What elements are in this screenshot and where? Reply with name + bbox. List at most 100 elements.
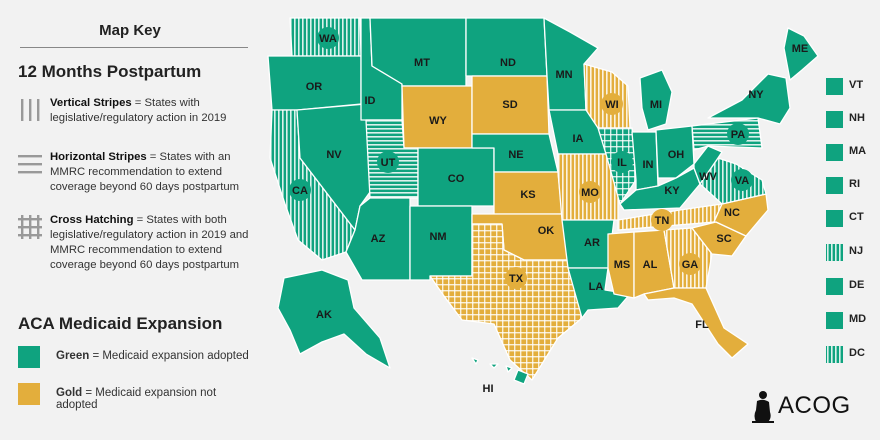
state-label-badge: [679, 253, 701, 275]
state-label-va: VA: [735, 175, 750, 187]
state-label-ut: UT: [381, 157, 396, 169]
key-item-cross: Cross Hatching = States with both legisl…: [18, 213, 258, 283]
state-label-in: IN: [643, 159, 654, 171]
small-state-label: MD: [849, 313, 867, 325]
gold-swatch: [18, 383, 40, 405]
state-label-badge: [289, 179, 311, 201]
state-tx-pattern: [430, 224, 582, 380]
small-state-box: [826, 346, 843, 363]
state-label-nd: ND: [500, 57, 516, 69]
small-state-box: [826, 244, 843, 261]
postpartum-heading: 12 Months Postpartum: [18, 62, 202, 81]
state-label-ky: KY: [664, 185, 680, 197]
state-label-mn: MN: [555, 69, 572, 81]
state-label-badge: [377, 151, 399, 173]
small-state-box: [826, 144, 843, 161]
state-la: [567, 267, 631, 319]
small-state-label: NJ: [849, 245, 864, 257]
small-state-label: RI: [849, 178, 860, 190]
small-state-box: [826, 210, 843, 227]
state-label-ne: NE: [508, 149, 523, 161]
state-label-wv: WV: [699, 171, 717, 183]
state-label-ca: CA: [292, 185, 308, 197]
state-mi: [639, 69, 673, 131]
state-label-ar: AR: [584, 237, 600, 249]
state-label-badge: [731, 169, 753, 191]
state-label-ms: MS: [614, 259, 631, 271]
state-label-nc: NC: [724, 207, 740, 219]
medicaid-heading: ACA Medicaid Expansion: [18, 314, 223, 333]
small-state-label: MA: [849, 145, 867, 157]
small-state-stripes: [827, 346, 841, 363]
state-label-pa: PA: [731, 129, 746, 141]
state-label-la: LA: [589, 281, 604, 293]
state-label-ks: KS: [520, 189, 535, 201]
green-swatch: [18, 346, 40, 368]
state-fl: [643, 287, 749, 359]
state-label-badge: [317, 27, 339, 49]
state-label-sd: SD: [502, 99, 517, 111]
small-state-label: CT: [849, 211, 864, 223]
state-label-ok: OK: [538, 225, 555, 237]
state-label-badge: [601, 93, 623, 115]
small-state-label: DC: [849, 347, 865, 359]
small-state-box: [826, 278, 843, 295]
key-item-cross-text: Cross Hatching = States with both legisl…: [50, 214, 249, 271]
state-label-mi: MI: [650, 99, 662, 111]
acog-logo-text: ACOG: [778, 392, 851, 419]
state-oh: [655, 125, 695, 179]
state-label-wi: WI: [605, 99, 618, 111]
state-ca-pattern: [270, 110, 355, 260]
state-label-ia: IA: [573, 133, 584, 145]
acog-emblem-icon: [752, 391, 774, 423]
state-label-badge: [579, 181, 601, 203]
map-key: Map Key 12 Months Postpartum Vertical St…: [12, 0, 252, 440]
state-label-fl: FL: [695, 319, 709, 331]
small-state-label: DE: [849, 279, 865, 291]
state-label-or: OR: [306, 81, 323, 93]
state-label-me: ME: [792, 43, 809, 55]
state-ms: [607, 231, 635, 299]
small-state-box: [826, 177, 843, 194]
state-label-al: AL: [643, 259, 658, 271]
state-label-hi: HI: [483, 383, 494, 395]
key-item-horizontal: Horizontal Stripes = States with an MMRC…: [18, 150, 258, 220]
state-label-tn: TN: [655, 215, 670, 227]
map-key-title: Map Key: [99, 22, 161, 39]
gold-legend-text: Gold = Medicaid expansion not adopted: [56, 387, 217, 411]
green-legend-text: Green = Medicaid expansion adopted: [56, 350, 249, 362]
state-label-oh: OH: [668, 149, 685, 161]
state-ny: [707, 73, 791, 125]
state-sc: [691, 221, 747, 257]
state-ak: [277, 269, 391, 369]
state-label-mt: MT: [414, 57, 430, 69]
small-state-label: VT: [849, 79, 864, 91]
state-label-ga: GA: [682, 259, 699, 271]
small-state-box: [826, 312, 843, 329]
small-state-stripes: [827, 244, 841, 261]
state-label-wa: WA: [319, 33, 337, 45]
state-label-nm: NM: [429, 231, 446, 243]
state-label-wy: WY: [429, 115, 447, 127]
state-label-tx: TX: [509, 273, 524, 285]
acog-logo: ACOG: [748, 388, 858, 428]
state-hi: [471, 357, 529, 385]
cross-hatching-icon: [18, 215, 42, 239]
state-label-az: AZ: [371, 233, 386, 245]
state-me: [783, 27, 819, 81]
state-label-sc: SC: [716, 233, 731, 245]
horizontal-stripes-icon: [18, 155, 42, 174]
small-state-label: NH: [849, 112, 865, 124]
state-label-mo: MO: [581, 187, 599, 199]
state-label-badge: [505, 267, 527, 289]
state-label-ny: NY: [748, 89, 764, 101]
state-label-ak: AK: [316, 309, 332, 321]
state-label-id: ID: [365, 95, 376, 107]
state-label-co: CO: [448, 173, 465, 185]
state-label-badge: [651, 209, 673, 231]
key-item-vertical: Vertical Stripes = States with legislati…: [18, 96, 258, 166]
small-state-box: [826, 78, 843, 95]
key-divider: [20, 47, 248, 48]
state-label-il: IL: [617, 157, 627, 169]
state-label-badge: [727, 123, 749, 145]
